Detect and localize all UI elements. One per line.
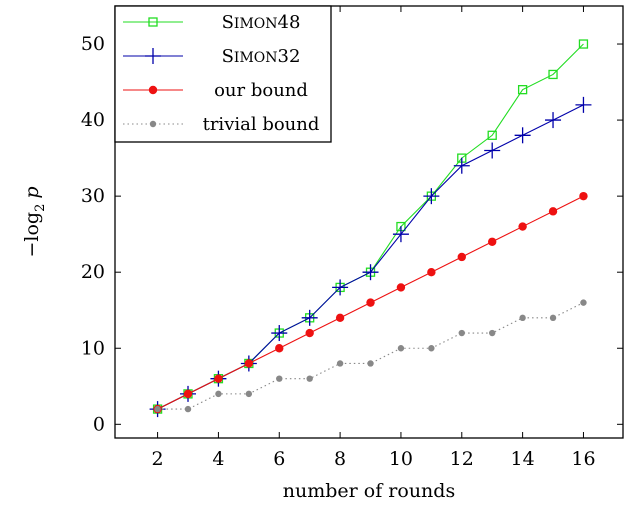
legend-swatch-marker xyxy=(149,120,157,128)
data-point xyxy=(276,375,283,382)
data-point xyxy=(457,252,466,262)
legend-swatch-marker xyxy=(145,48,161,64)
data-point xyxy=(453,157,470,174)
data-point xyxy=(214,374,223,383)
data-point xyxy=(484,142,501,159)
data-point xyxy=(275,344,284,353)
legend-swatch-marker xyxy=(148,85,158,95)
legend-item: SIMON48 xyxy=(123,12,300,33)
data-point xyxy=(548,207,558,216)
y-axis-label-subscript: 2 xyxy=(33,204,48,212)
data-point xyxy=(458,329,465,337)
y-tick-label: 40 xyxy=(81,109,105,131)
data-point xyxy=(154,405,161,413)
data-point xyxy=(580,299,587,306)
y-tick-label: 30 xyxy=(81,185,105,207)
x-tick-label: 12 xyxy=(450,448,474,470)
legend-label: trivial bound xyxy=(203,114,320,135)
data-point xyxy=(184,405,192,413)
y-axis-label-main: −log xyxy=(21,212,43,258)
data-point xyxy=(517,85,528,95)
data-point xyxy=(301,309,318,326)
legend-item: trivial bound xyxy=(123,114,319,135)
axis-ticks: 2 4 6 8 10 12 14 16 0 10 20 30 40 50 xyxy=(81,6,623,470)
series-our-bound xyxy=(153,191,588,414)
data-point xyxy=(545,112,562,129)
x-tick-label: 8 xyxy=(334,448,346,470)
data-point xyxy=(245,390,253,398)
data-point xyxy=(306,375,313,382)
x-tick-label: 2 xyxy=(152,448,164,470)
x-tick-label: 6 xyxy=(273,448,285,470)
data-point xyxy=(427,267,436,277)
data-point xyxy=(366,298,375,307)
plot-frame xyxy=(114,5,624,439)
x-axis-label: number of rounds xyxy=(283,480,455,502)
x-tick-label: 16 xyxy=(571,448,595,470)
data-point xyxy=(335,313,345,323)
data-point xyxy=(423,188,440,205)
legend-label: SIMON32 xyxy=(222,46,301,67)
data-point xyxy=(367,360,374,367)
y-axis-label-variable: p xyxy=(21,186,43,198)
data-point xyxy=(183,389,193,399)
legend-label: our bound xyxy=(214,80,308,101)
series-simon32 xyxy=(149,96,592,418)
data-point xyxy=(549,314,557,322)
data-point xyxy=(514,127,531,144)
y-axis-label: −log2 p xyxy=(21,186,48,257)
data-point xyxy=(579,191,588,201)
legend-box xyxy=(114,5,332,143)
legend-label: SIMON48 xyxy=(222,12,301,33)
data-point xyxy=(488,329,496,337)
y-tick-label: 20 xyxy=(81,261,105,283)
data-point xyxy=(397,345,405,352)
series-group xyxy=(149,39,592,418)
data-point xyxy=(575,96,592,113)
data-point xyxy=(336,360,344,367)
data-point xyxy=(305,328,314,338)
data-point xyxy=(215,390,222,398)
legend-item: our bound xyxy=(123,80,308,101)
data-point xyxy=(271,325,288,342)
data-point xyxy=(392,226,409,243)
data-point xyxy=(548,69,558,80)
data-point xyxy=(396,283,406,292)
y-tick-label: 10 xyxy=(81,337,105,359)
data-point xyxy=(487,237,497,246)
legend-item: SIMON32 xyxy=(123,46,300,67)
legend-swatch-marker xyxy=(148,17,158,27)
data-point xyxy=(428,345,435,352)
data-point xyxy=(487,130,497,140)
data-point xyxy=(578,39,589,49)
x-tick-label: 4 xyxy=(212,448,224,470)
y-tick-label: 0 xyxy=(93,413,105,435)
legend: SIMON48 SIMON32 our bound trivial bound xyxy=(114,5,332,143)
data-point xyxy=(244,359,254,368)
data-point xyxy=(518,222,527,231)
x-tick-label: 10 xyxy=(389,448,413,470)
data-point xyxy=(519,314,526,322)
series-trivial-bound xyxy=(154,299,587,413)
y-tick-label: 50 xyxy=(81,33,105,55)
data-point xyxy=(332,279,349,296)
x-tick-label: 14 xyxy=(511,448,535,470)
data-point xyxy=(362,264,379,281)
